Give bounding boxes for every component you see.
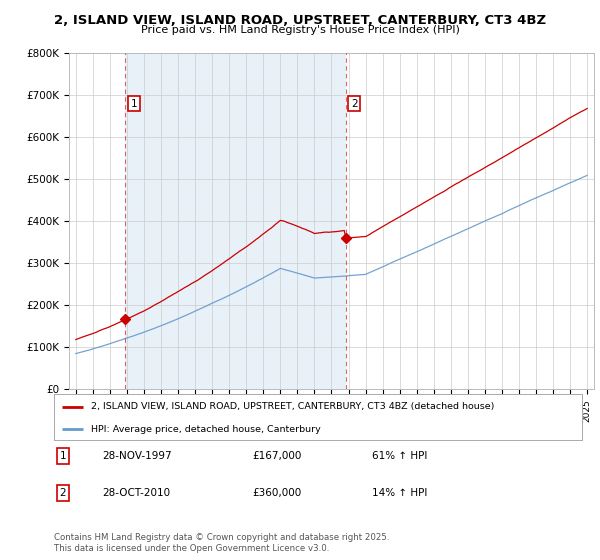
Text: 2, ISLAND VIEW, ISLAND ROAD, UPSTREET, CANTERBURY, CT3 4BZ (detached house): 2, ISLAND VIEW, ISLAND ROAD, UPSTREET, C… [91,402,494,411]
Text: Price paid vs. HM Land Registry's House Price Index (HPI): Price paid vs. HM Land Registry's House … [140,25,460,35]
Text: 2: 2 [351,99,358,109]
Text: 28-OCT-2010: 28-OCT-2010 [102,488,170,498]
Text: 1: 1 [59,451,67,461]
Text: 2, ISLAND VIEW, ISLAND ROAD, UPSTREET, CANTERBURY, CT3 4BZ: 2, ISLAND VIEW, ISLAND ROAD, UPSTREET, C… [54,14,546,27]
Text: 2: 2 [59,488,67,498]
Text: HPI: Average price, detached house, Canterbury: HPI: Average price, detached house, Cant… [91,425,321,434]
Text: 28-NOV-1997: 28-NOV-1997 [102,451,172,461]
Text: £167,000: £167,000 [252,451,301,461]
Text: 1: 1 [130,99,137,109]
Text: Contains HM Land Registry data © Crown copyright and database right 2025.
This d: Contains HM Land Registry data © Crown c… [54,533,389,553]
Bar [125,53,346,389]
Text: 14% ↑ HPI: 14% ↑ HPI [372,488,427,498]
Text: 61% ↑ HPI: 61% ↑ HPI [372,451,427,461]
Text: £360,000: £360,000 [252,488,301,498]
